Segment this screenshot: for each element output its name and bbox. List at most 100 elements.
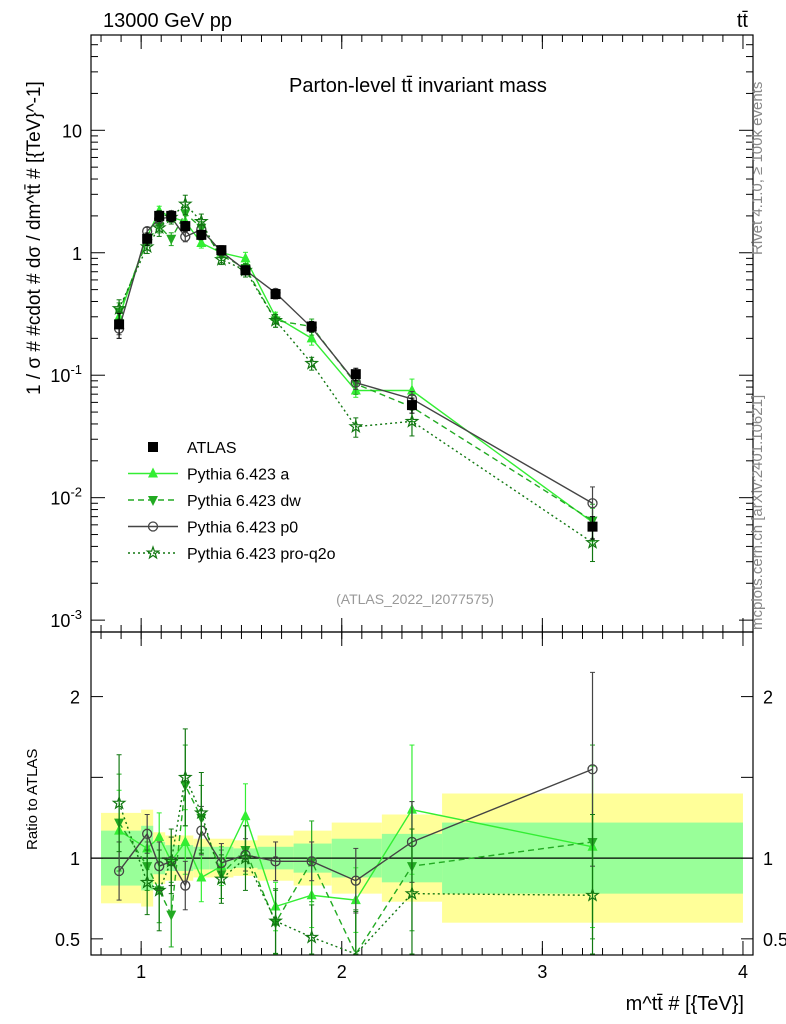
legend-marker xyxy=(147,521,159,532)
data-point-pythia-6-423-a xyxy=(240,252,251,263)
data-point-pythia-6-423-pro-q2o xyxy=(177,196,193,211)
ratio-tick-label-left: 0.5 xyxy=(55,930,80,950)
main-plot-frame xyxy=(90,34,754,633)
data-point-atlas xyxy=(166,210,177,221)
x-tick-label: 1 xyxy=(136,962,146,982)
data-point-atlas xyxy=(180,221,191,232)
data-point-pythia-6-423-pro-q2o xyxy=(304,355,320,370)
ratio-point-pythia-6-423-p0 xyxy=(180,880,191,891)
ratio-point-pythia-6-423-pro-q2o xyxy=(163,853,179,868)
series-line-pythia-6-423-p0 xyxy=(118,216,593,504)
legend-marker xyxy=(145,545,161,560)
data-point-atlas xyxy=(306,321,317,332)
ratio-point-pythia-6-423-pro-q2o xyxy=(238,850,254,865)
ratio-point-pythia-6-423-p0 xyxy=(306,856,317,867)
ratio-point-pythia-6-423-p0 xyxy=(113,865,125,877)
ratio-tick-label-left: 1 xyxy=(70,849,80,869)
tick-labels: 1 2 3 4 10-3 10-2 10-1 1 10 0.5 0.5 1 1 2 2 xyxy=(50,121,786,982)
data-point-pythia-6-423-pro-q2o xyxy=(151,219,167,235)
data-point-atlas xyxy=(142,233,153,244)
ratio-point-pythia-6-423-pro-q2o xyxy=(139,874,155,889)
ratio-point-pythia-6-423-pro-q2o xyxy=(111,795,127,810)
data-point-pythia-6-423-pro-q2o xyxy=(404,413,420,428)
rivet-label: Rivet 4.1.0, ≥ 100k events xyxy=(749,82,766,255)
y-tick-label: 10 xyxy=(62,121,82,141)
legend-label: Pythia 6.423 a xyxy=(187,467,289,484)
y-tick-label: 1 xyxy=(72,244,82,264)
legend-entry-pythia-6-423-dw: Pythia 6.423 dw xyxy=(128,493,301,510)
ratio-plot-series xyxy=(111,671,600,956)
chart-title: Parton-level tt̄ invariant mass xyxy=(289,75,547,97)
data-point-pythia-6-423-dw xyxy=(166,234,177,245)
data-point-atlas xyxy=(270,289,281,300)
legend-entry-pythia-6-423-a: Pythia 6.423 a xyxy=(128,467,289,484)
ratio-tick-label-right: 0.5 xyxy=(763,930,786,950)
legend-entry-atlas: ATLAS xyxy=(148,440,237,457)
data-point-atlas xyxy=(350,369,361,380)
y-axis-label: 1 / σ # #cdot # dσ / dm^tt̄ # [{TeV}^-1] xyxy=(24,81,45,395)
ratio-series-pythia-6-423-pro-q2o xyxy=(111,728,600,955)
y-tick-label: 10-3 xyxy=(50,607,82,631)
data-point-pythia-6-423-a xyxy=(196,237,207,248)
ratio-point-pythia-6-423-p0 xyxy=(587,764,598,775)
x-axis-label: m^tt̄ # [{TeV}] xyxy=(626,993,744,1015)
ratio-point-pythia-6-423-pro-q2o xyxy=(177,769,193,784)
legend-entry-pythia-6-423-p0: Pythia 6.423 p0 xyxy=(128,520,298,537)
ratio-tick-label-right: 2 xyxy=(763,688,773,708)
x-tick-label: 2 xyxy=(337,962,347,982)
ratio-tick-label-left: 2 xyxy=(70,688,80,708)
ratio-point-pythia-6-423-p0 xyxy=(270,856,281,867)
y-tick-label: 10-1 xyxy=(50,362,82,386)
data-point-pythia-6-423-p0 xyxy=(587,498,598,509)
data-point-atlas xyxy=(196,229,207,240)
series-atlas xyxy=(114,210,598,540)
main-plot-series xyxy=(111,194,600,563)
legend-label: Pythia 6.423 dw xyxy=(187,493,301,510)
data-point-atlas xyxy=(216,245,227,256)
data-point-pythia-6-423-p0 xyxy=(180,231,191,242)
data-point-atlas xyxy=(406,400,417,411)
legend: ATLAS Pythia 6.423 a Pythia 6.423 dw Pythia… xyxy=(128,440,336,563)
legend-marker xyxy=(148,496,158,506)
data-point-atlas xyxy=(154,210,165,221)
data-point-pythia-6-423-pro-q2o xyxy=(585,534,600,549)
ratio-point-pythia-6-423-a xyxy=(240,810,251,821)
data-point-pythia-6-423-pro-q2o xyxy=(268,312,284,327)
ratio-point-pythia-6-423-pro-q2o xyxy=(213,871,229,886)
ratio-point-pythia-6-423-a xyxy=(180,835,191,846)
ratio-point-pythia-6-423-pro-q2o xyxy=(585,887,600,902)
legend-marker xyxy=(148,467,158,478)
process-label: tt̄ xyxy=(737,10,749,32)
ratio-point-pythia-6-423-p0 xyxy=(142,828,153,840)
ratio-point-pythia-6-423-pro-q2o xyxy=(304,929,320,944)
data-point-pythia-6-423-pro-q2o xyxy=(111,300,127,315)
data-point-atlas xyxy=(114,319,125,330)
data-point-atlas xyxy=(240,265,251,276)
ratio-y-axis-label: Ratio to ATLAS xyxy=(24,749,41,850)
legend-label: Pythia 6.423 pro-q2o xyxy=(187,546,336,563)
data-point-atlas xyxy=(587,521,598,532)
ratio-point-pythia-6-423-a xyxy=(196,871,207,882)
data-point-pythia-6-423-pro-q2o xyxy=(193,213,209,228)
ratio-tick-label-right: 1 xyxy=(763,849,773,869)
legend-marker xyxy=(148,442,158,452)
ratio-point-pythia-6-423-p0 xyxy=(350,875,361,886)
data-point-pythia-6-423-pro-q2o xyxy=(213,251,229,266)
legend-label: ATLAS xyxy=(187,440,237,457)
ratio-point-pythia-6-423-a xyxy=(154,831,165,842)
x-tick-label: 4 xyxy=(738,962,748,982)
series-pythia-6-423-pro-q2o xyxy=(111,194,600,563)
ratio-point-pythia-6-423-pro-q2o xyxy=(268,913,284,928)
ratio-uncertainty-bands xyxy=(91,793,753,923)
y-tick-label: 10-2 xyxy=(50,485,82,509)
legend-label: Pythia 6.423 p0 xyxy=(187,520,298,537)
watermark: (ATLAS_2022_I2077575) xyxy=(336,591,494,607)
energy-label: 13000 GeV pp xyxy=(103,10,232,32)
mcplots-label: mcplots.cern.ch [arXiv:2401.10621] xyxy=(749,395,766,630)
ratio-point-pythia-6-423-pro-q2o xyxy=(404,885,420,900)
legend-entry-pythia-6-423-pro-q2o: Pythia 6.423 pro-q2o xyxy=(128,545,336,563)
data-point-pythia-6-423-a xyxy=(306,332,317,343)
axis-ticks xyxy=(91,34,753,955)
ratio-point-pythia-6-423-pro-q2o xyxy=(193,805,209,820)
